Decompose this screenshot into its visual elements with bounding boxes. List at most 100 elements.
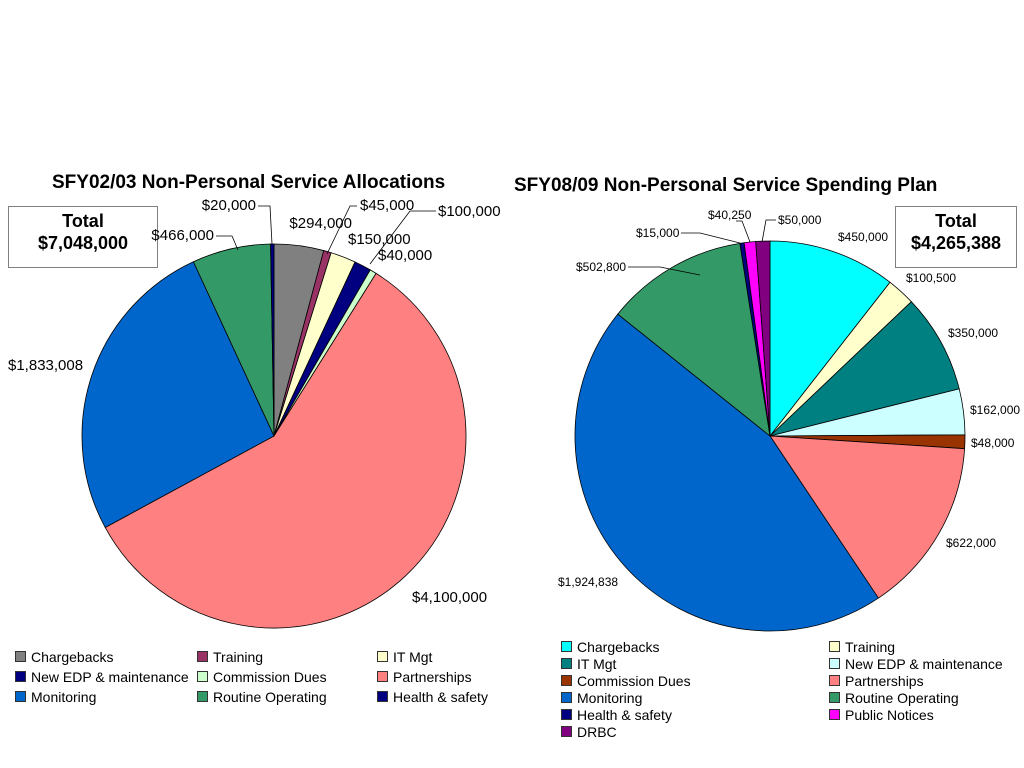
chart1-label-it-mgt: $150,000 (348, 231, 411, 248)
chart1-label-new-edp-and-maintenance: $100,000 (438, 203, 501, 220)
chart2-legend-item-training: Training (829, 639, 895, 655)
chart1-slice-health-and-safety (270, 243, 275, 437)
chart2-legend-item-routine-operating: Routine Operating (829, 690, 959, 706)
legend-swatch (829, 692, 840, 703)
legend-label: Chargebacks (577, 639, 660, 655)
legend-swatch (561, 658, 572, 669)
chart2-total-value: $4,265,388 (910, 233, 1002, 253)
legend-swatch (829, 709, 840, 720)
legend-label: Monitoring (577, 690, 643, 706)
legend-label: New EDP & maintenance (31, 669, 189, 685)
chart2-slice-monitoring (574, 313, 879, 632)
chart2-legend-item-partnerships: Partnerships (829, 673, 924, 689)
chart2-total-box: Total $4,265,388 (895, 206, 1017, 268)
legend-label: Commission Dues (213, 669, 327, 685)
legend-swatch (377, 671, 388, 682)
chart2-label-it-mgt: $350,000 (948, 326, 998, 340)
chart2-legend-item-chargebacks: Chargebacks (561, 639, 660, 655)
chart2-legend-item-health-and-safety: Health & safety (561, 707, 672, 723)
legend-label: Partnerships (845, 673, 924, 689)
chart2-label-drbc: $50,000 (778, 213, 822, 227)
chart2-label-chargebacks: $450,000 (838, 230, 888, 244)
legend-label: Partnerships (393, 669, 472, 685)
chart2-total-label: Total (935, 211, 977, 231)
legend-swatch (15, 671, 26, 682)
chart1-total-label: Total (62, 211, 104, 231)
chart2-legend-item-it-mgt: IT Mgt (561, 656, 616, 672)
chart2-pie: $450,000 $100,500 $350,000 $162,000 $48,000 $… (558, 208, 1020, 632)
chart1-title: SFY02/03 Non-Personal Service Allocation… (52, 172, 446, 193)
chart1-legend-item-new-edp-and-maintenance: New EDP & maintenance (15, 669, 189, 685)
legend-label: Training (845, 639, 896, 655)
legend-swatch (561, 726, 572, 737)
chart2-label-public-notices: $40,250 (708, 208, 752, 222)
legend-label: Commission Dues (577, 673, 691, 689)
chart2-label-training: $100,500 (906, 271, 956, 285)
chart2-label-new-edp-and-maintenance: $162,000 (970, 403, 1020, 417)
legend-swatch (197, 651, 208, 662)
chart1-legend-item-health-and-safety: Health & safety (377, 689, 488, 705)
legend-label: DRBC (577, 724, 617, 740)
chart1-slice-partnerships (104, 272, 467, 629)
chart1-legend-item-monitoring: Monitoring (15, 689, 96, 705)
chart1-label-monitoring: $1,833,008 (8, 357, 83, 374)
chart1-leader-routine-operating (216, 235, 239, 251)
legend-label: Training (213, 649, 264, 665)
chart2-label-health-and-safety: $15,000 (636, 226, 680, 240)
chart1-total-box: Total $7,048,000 (8, 206, 158, 268)
chart2-slice-it-mgt (768, 301, 960, 437)
chart2-slice-drbc (755, 240, 771, 437)
chart2-title: SFY08/09 Non-Personal Service Spending P… (514, 175, 938, 196)
chart1-pie: $294,000 $45,000 $150,000 $100,000 $40,000 $4… (8, 197, 501, 629)
legend-label: Public Notices (845, 707, 934, 723)
chart2-slice-partnerships (769, 435, 966, 599)
chart1-label-routine-operating: $466,000 (151, 227, 214, 244)
chart2-legend-item-public-notices: Public Notices (829, 707, 934, 723)
legend-swatch (561, 709, 572, 720)
chart1-total-value: $7,048,000 (37, 233, 129, 253)
chart1-leader-health-and-safety (258, 205, 273, 245)
chart2-slice-chargebacks (769, 240, 891, 438)
chart1-legend-item-commission-dues: Commission Dues (197, 669, 327, 685)
legend-swatch (377, 691, 388, 702)
chart1-legend-item-routine-operating: Routine Operating (197, 689, 327, 705)
legend-label: Monitoring (31, 689, 97, 705)
legend-label: IT Mgt (577, 656, 617, 672)
chart1-leader-new-edp-and-maintenance (369, 210, 436, 265)
chart2-leader-routine-operating (628, 266, 701, 276)
chart1-label-training: $45,000 (360, 197, 414, 214)
legend-label: IT Mgt (393, 649, 433, 665)
legend-label: Health & safety (393, 689, 488, 705)
legend-label: Health & safety (577, 707, 672, 723)
legend-swatch (829, 675, 840, 686)
legend-swatch (377, 651, 388, 662)
chart1-slice-monitoring (81, 261, 275, 529)
legend-swatch (561, 692, 572, 703)
chart2-leader-public-notices (736, 220, 751, 243)
chart2-label-routine-operating: $502,800 (576, 260, 626, 274)
legend-swatch (561, 641, 572, 652)
chart2-legend-item-new-edp-and-maintenance: New EDP & maintenance (829, 656, 1003, 672)
chart1-label-health-and-safety: $20,000 (202, 197, 256, 214)
legend-label: Chargebacks (31, 649, 114, 665)
chart1-label-partnerships: $4,100,000 (412, 589, 487, 606)
chart2-label-partnerships: $622,000 (946, 536, 996, 550)
legend-label: New EDP & maintenance (845, 656, 1003, 672)
legend-label: Routine Operating (213, 689, 327, 705)
chart1-legend-item-partnerships: Partnerships (377, 669, 472, 685)
legend-swatch (829, 641, 840, 652)
chart2-legend-item-commission-dues: Commission Dues (561, 673, 691, 689)
chart1-legend-item-training: Training (197, 649, 263, 665)
chart1-legend-item-it-mgt: IT Mgt (377, 649, 432, 665)
chart2-leader-health-and-safety (681, 232, 741, 244)
chart1-leader-training (326, 205, 357, 255)
legend-label: Routine Operating (845, 690, 959, 706)
legend-swatch (15, 651, 26, 662)
chart1-label-commission-dues: $40,000 (378, 247, 432, 264)
chart2-legend-item-monitoring: Monitoring (561, 690, 642, 706)
chart1-legend-item-chargebacks: Chargebacks (15, 649, 114, 665)
chart2-slice-routine-operating (617, 242, 771, 437)
chart2-label-monitoring: $1,924,838 (558, 575, 618, 589)
chart1-label-chargebacks: $294,000 (289, 215, 352, 232)
